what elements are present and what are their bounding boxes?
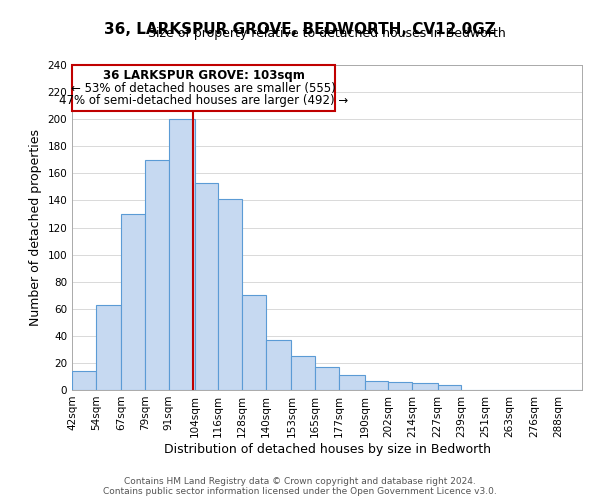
Text: 36 LARKSPUR GROVE: 103sqm: 36 LARKSPUR GROVE: 103sqm <box>103 68 304 82</box>
Text: ← 53% of detached houses are smaller (555): ← 53% of detached houses are smaller (55… <box>71 82 336 94</box>
Bar <box>412 383 437 390</box>
Bar <box>266 340 292 390</box>
Bar <box>388 382 412 390</box>
Bar <box>292 356 315 390</box>
Title: Size of property relative to detached houses in Bedworth: Size of property relative to detached ho… <box>148 27 506 40</box>
Bar <box>121 214 145 390</box>
Bar <box>315 367 339 390</box>
Text: Contains HM Land Registry data © Crown copyright and database right 2024.: Contains HM Land Registry data © Crown c… <box>124 478 476 486</box>
Bar <box>339 375 365 390</box>
Bar <box>96 304 121 390</box>
Text: 47% of semi-detached houses are larger (492) →: 47% of semi-detached houses are larger (… <box>59 94 348 108</box>
Text: Contains public sector information licensed under the Open Government Licence v3: Contains public sector information licen… <box>103 488 497 496</box>
Bar <box>169 119 194 390</box>
Bar <box>242 295 266 390</box>
FancyBboxPatch shape <box>72 65 335 111</box>
Bar <box>437 384 461 390</box>
Y-axis label: Number of detached properties: Number of detached properties <box>29 129 42 326</box>
Bar <box>365 380 388 390</box>
Text: 36, LARKSPUR GROVE, BEDWORTH, CV12 0GZ: 36, LARKSPUR GROVE, BEDWORTH, CV12 0GZ <box>104 22 496 38</box>
Bar <box>145 160 169 390</box>
Bar <box>218 199 242 390</box>
X-axis label: Distribution of detached houses by size in Bedworth: Distribution of detached houses by size … <box>163 442 491 456</box>
Bar <box>194 183 218 390</box>
Bar <box>72 371 96 390</box>
